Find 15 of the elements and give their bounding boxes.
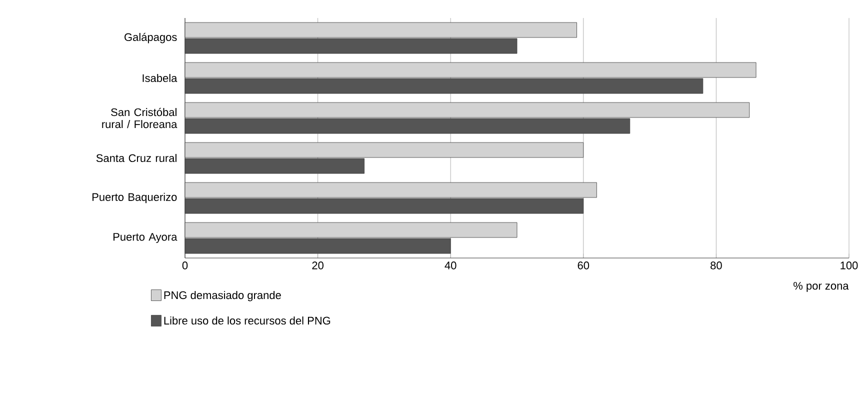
x-axis-title: % por zona xyxy=(794,282,849,292)
legend-label: Libre uso de los recursos del PNG xyxy=(164,316,330,325)
legend-label: PNG demasiado grande xyxy=(164,291,281,302)
y-tick-label: Puerto Baquerizo xyxy=(92,192,177,204)
y-tick-label: Santa Cruz rural xyxy=(96,154,176,162)
x-tick-label: 60 xyxy=(578,262,590,270)
x-tick-label: 40 xyxy=(444,262,456,270)
y-tick-label: Puerto Ayora xyxy=(114,233,178,243)
x-tick-label: 100 xyxy=(840,262,858,270)
y-tick-label: San Cristóbal rural / Floreana xyxy=(102,108,178,128)
y-tick-label: Galápagos xyxy=(124,32,177,44)
x-tick-label: 0 xyxy=(182,262,188,270)
x-tick-label: 80 xyxy=(710,262,722,270)
y-tick-label: Isabela xyxy=(142,74,178,82)
x-tick-label: 20 xyxy=(312,262,324,270)
